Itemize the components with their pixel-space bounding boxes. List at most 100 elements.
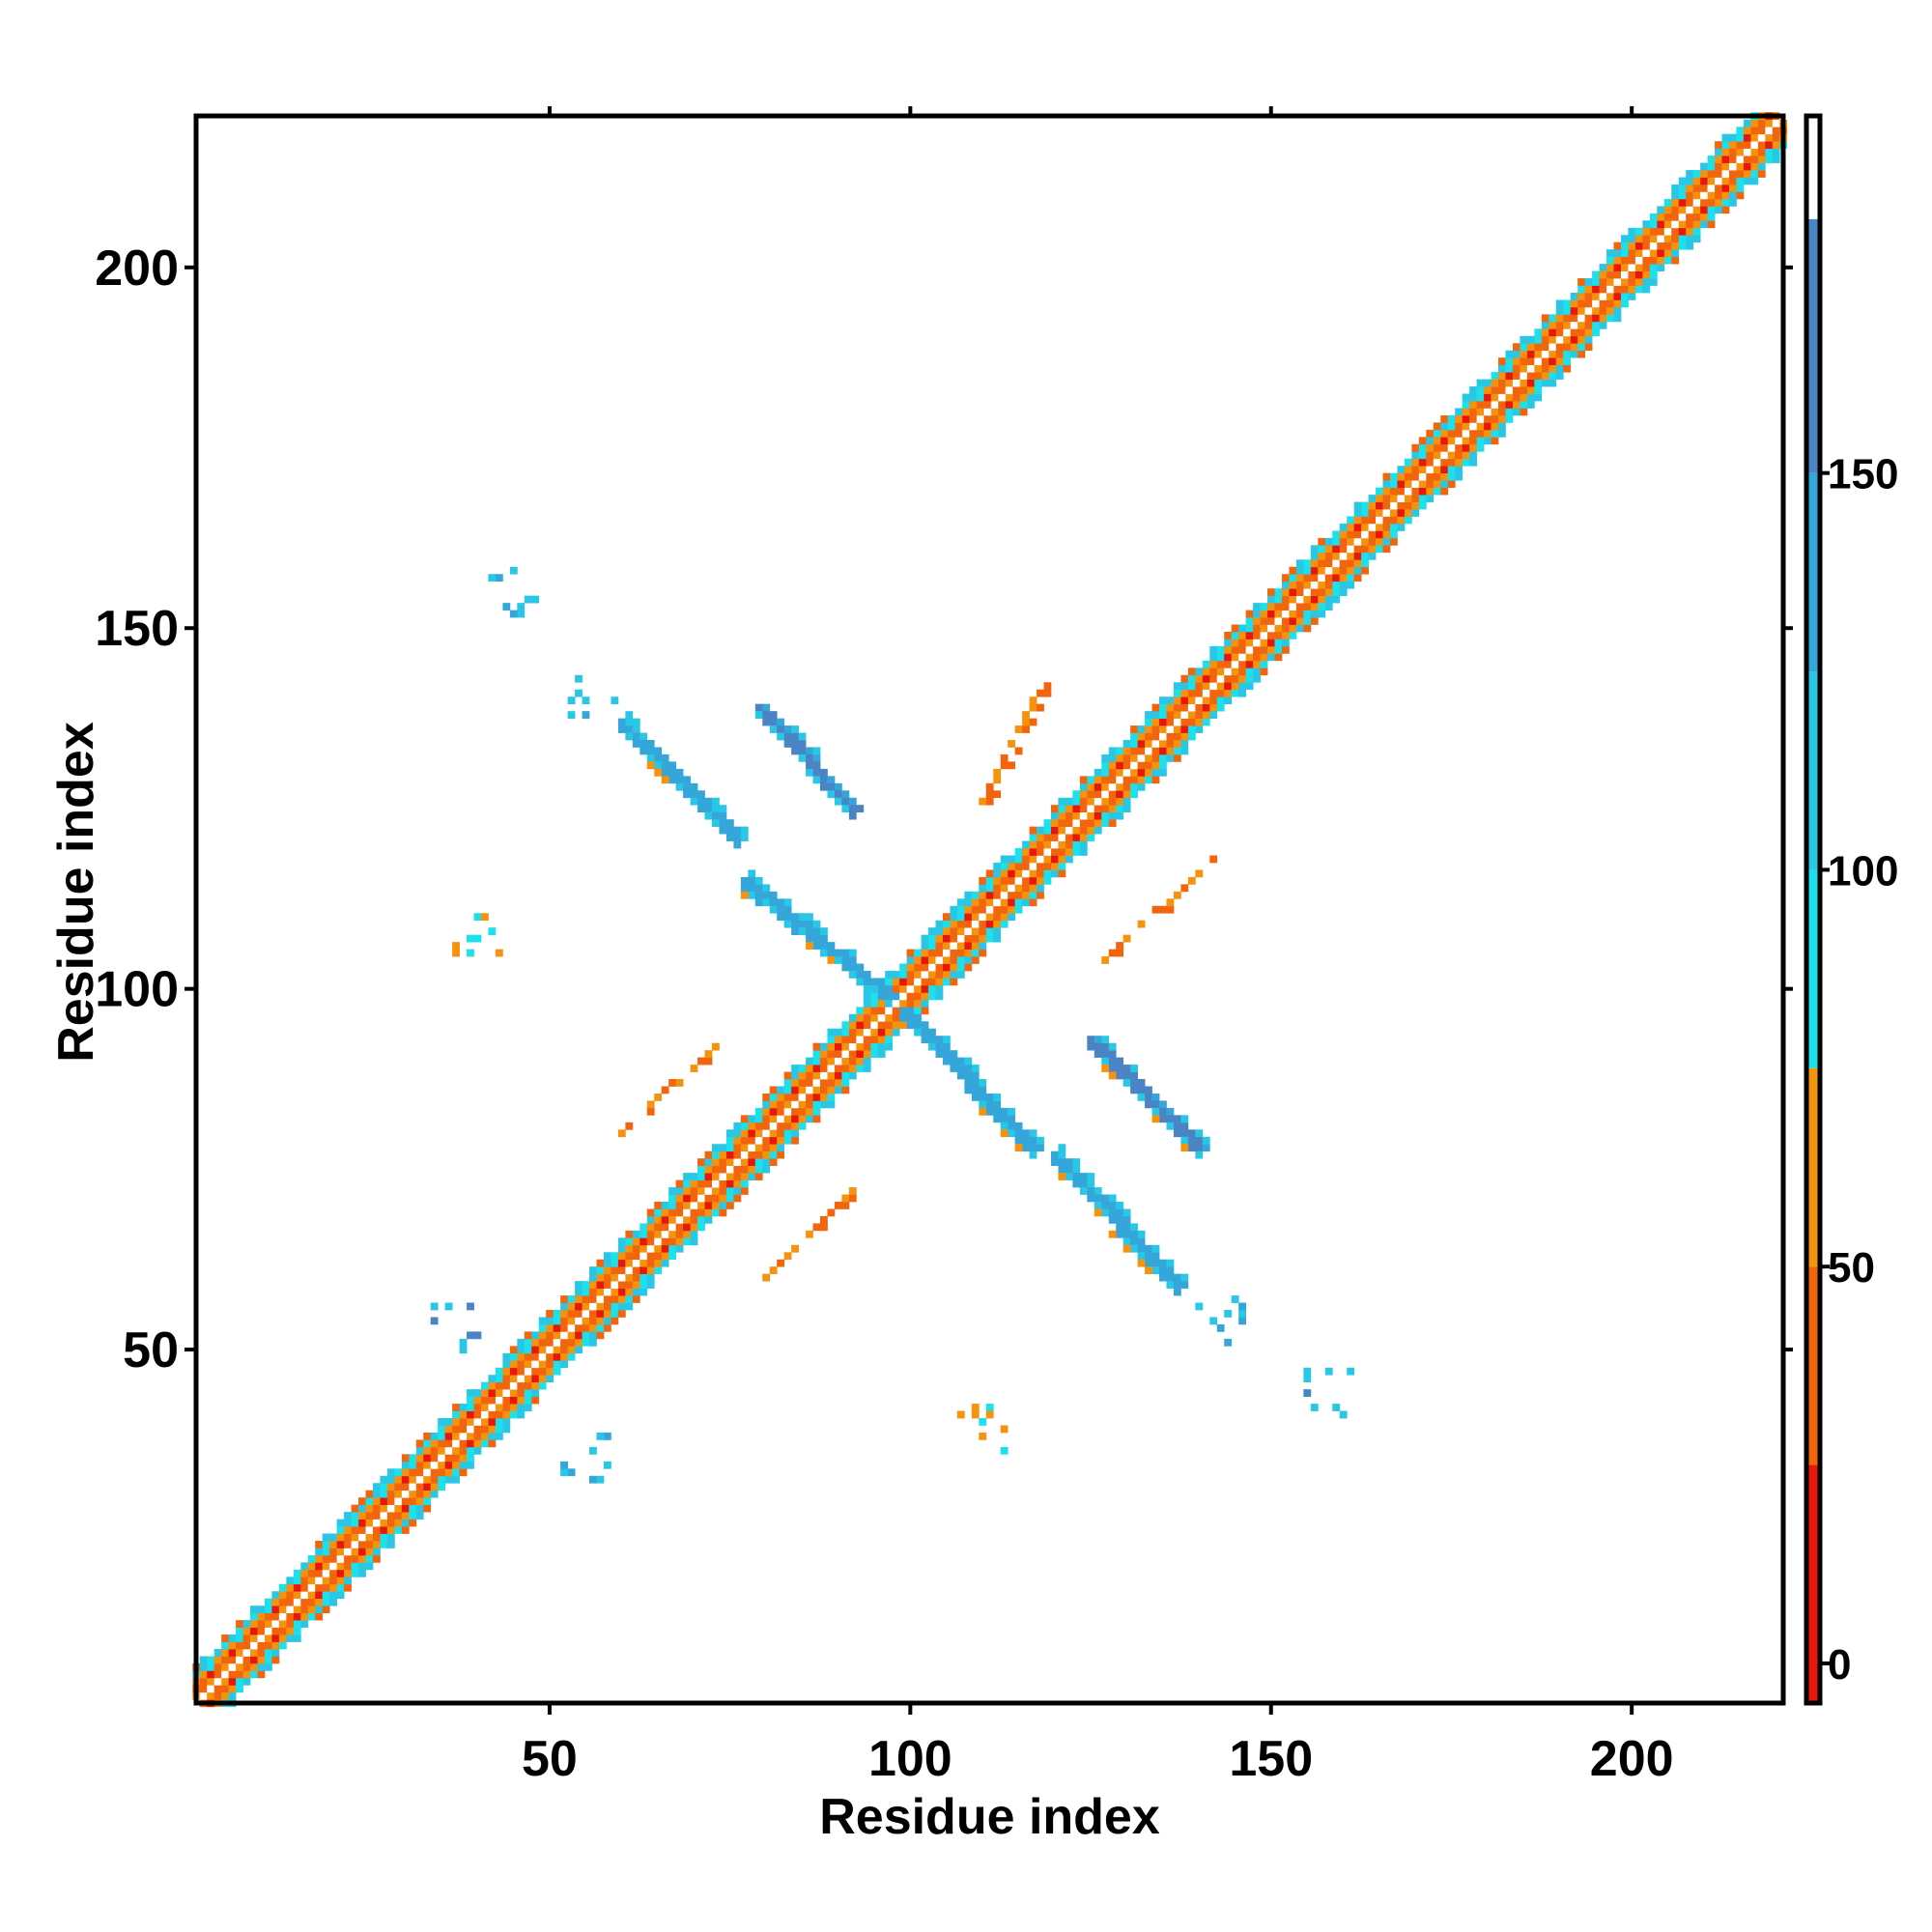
- heatmap-cell: [979, 898, 987, 907]
- heatmap-cell: [762, 891, 771, 899]
- heatmap-cell: [1137, 747, 1146, 755]
- heatmap-cell: [1108, 1071, 1117, 1080]
- heatmap-cell: [1137, 1252, 1146, 1261]
- heatmap-cell: [538, 1338, 547, 1347]
- heatmap-cell: [1202, 674, 1210, 683]
- heatmap-cell: [762, 703, 771, 712]
- heatmap-cell: [646, 747, 655, 755]
- heatmap-cell: [914, 1013, 922, 1022]
- heatmap-cell: [711, 819, 720, 827]
- heatmap-cell: [1159, 711, 1167, 719]
- heatmap-cell: [935, 984, 944, 993]
- heatmap-cell: [690, 1065, 698, 1072]
- heatmap-cell: [509, 566, 518, 575]
- heatmap-cell: [870, 1042, 879, 1051]
- heatmap-cell: [438, 1454, 446, 1463]
- heatmap-cell: [675, 1208, 684, 1217]
- heatmap-cell: [1324, 588, 1333, 597]
- heatmap-cell: [892, 1013, 900, 1022]
- heatmap-cell: [1376, 530, 1383, 539]
- heatmap-cell: [1051, 819, 1059, 827]
- heatmap-cell: [1051, 869, 1059, 878]
- heatmap-cell: [870, 1007, 879, 1015]
- heatmap-cell: [1663, 198, 1672, 207]
- heatmap-cell: [1202, 689, 1210, 697]
- heatmap-cell: [964, 956, 973, 964]
- heatmap-cell: [1404, 458, 1412, 467]
- heatmap-cell: [1072, 805, 1081, 813]
- heatmap-cell: [856, 1021, 865, 1030]
- heatmap-cell: [1592, 314, 1600, 323]
- heatmap-cell: [683, 1208, 691, 1217]
- heatmap-cell: [524, 1381, 532, 1390]
- heatmap-cell: [1072, 840, 1081, 849]
- heatmap-cell: [1058, 1151, 1066, 1159]
- heatmap-cell: [661, 1215, 669, 1224]
- heatmap-cell: [899, 992, 907, 1001]
- heatmap-cell: [1122, 790, 1131, 799]
- heatmap-cell: [848, 956, 857, 964]
- heatmap-cell: [415, 1461, 424, 1469]
- heatmap-cell: [1094, 1201, 1102, 1209]
- heatmap-cell: [1555, 314, 1564, 323]
- heatmap-cell: [1476, 414, 1485, 423]
- heatmap-cell: [914, 949, 922, 957]
- heatmap-cell: [783, 1115, 792, 1123]
- heatmap-cell: [748, 1158, 756, 1166]
- heatmap-cell: [1462, 393, 1470, 402]
- heatmap-cell: [1339, 581, 1348, 589]
- heatmap-cell: [979, 891, 987, 899]
- heatmap-cell: [1159, 703, 1167, 712]
- heatmap-cell: [1137, 1259, 1146, 1267]
- heatmap-cell: [971, 1071, 980, 1080]
- heatmap-cell: [1657, 242, 1665, 250]
- heatmap-cell: [459, 1439, 468, 1448]
- heatmap-cell: [740, 1179, 749, 1188]
- heatmap-cell: [1037, 840, 1044, 849]
- heatmap-cell: [1281, 581, 1290, 589]
- heatmap-cell: [524, 1375, 532, 1383]
- heatmap-cell: [611, 1281, 619, 1289]
- heatmap-cell: [575, 689, 582, 697]
- heatmap-cell: [1159, 1259, 1167, 1267]
- heatmap-cell: [351, 1548, 359, 1556]
- heatmap-cell: [1707, 156, 1716, 163]
- heatmap-cell: [1541, 314, 1549, 323]
- heatmap-cell: [971, 891, 980, 899]
- heatmap-cell: [423, 1490, 432, 1498]
- heatmap-cell: [704, 811, 713, 820]
- heatmap-cell: [560, 1331, 568, 1340]
- heatmap-cell: [358, 1519, 366, 1527]
- heatmap-cell: [1548, 335, 1557, 344]
- heatmap-cell: [1037, 826, 1044, 835]
- heatmap-cell: [1765, 133, 1774, 142]
- heatmap-cell: [264, 1605, 272, 1614]
- heatmap-cell: [1455, 451, 1463, 460]
- heatmap-cell: [1253, 603, 1261, 611]
- heatmap-cell: [444, 1425, 453, 1434]
- heatmap-cell: [863, 1007, 871, 1015]
- heatmap-cell: [921, 949, 929, 957]
- heatmap-cell: [1029, 898, 1037, 907]
- heatmap-cell: [848, 1013, 857, 1022]
- heatmap-cell: [1433, 429, 1441, 438]
- heatmap-cell: [1620, 292, 1629, 300]
- heatmap-cell: [683, 1201, 691, 1209]
- heatmap-cell: [467, 1302, 474, 1311]
- heatmap-cell: [459, 1468, 468, 1477]
- heatmap-cell: [336, 1577, 345, 1585]
- heatmap-cell: [1613, 256, 1622, 265]
- heatmap-cell: [856, 1007, 865, 1015]
- heatmap-cell: [725, 1136, 734, 1145]
- heatmap-cell: [1382, 509, 1391, 517]
- heatmap-cell: [1606, 249, 1614, 258]
- heatmap-cell: [221, 1634, 229, 1642]
- heatmap-cell: [1029, 876, 1037, 885]
- heatmap-cell: [582, 711, 590, 719]
- heatmap-cell: [1700, 191, 1708, 200]
- heatmap-cell: [459, 1418, 468, 1426]
- heatmap-cell: [1469, 408, 1477, 416]
- heatmap-cell: [1116, 761, 1124, 770]
- heatmap-cell: [1736, 133, 1745, 142]
- heatmap-cell: [654, 1201, 663, 1209]
